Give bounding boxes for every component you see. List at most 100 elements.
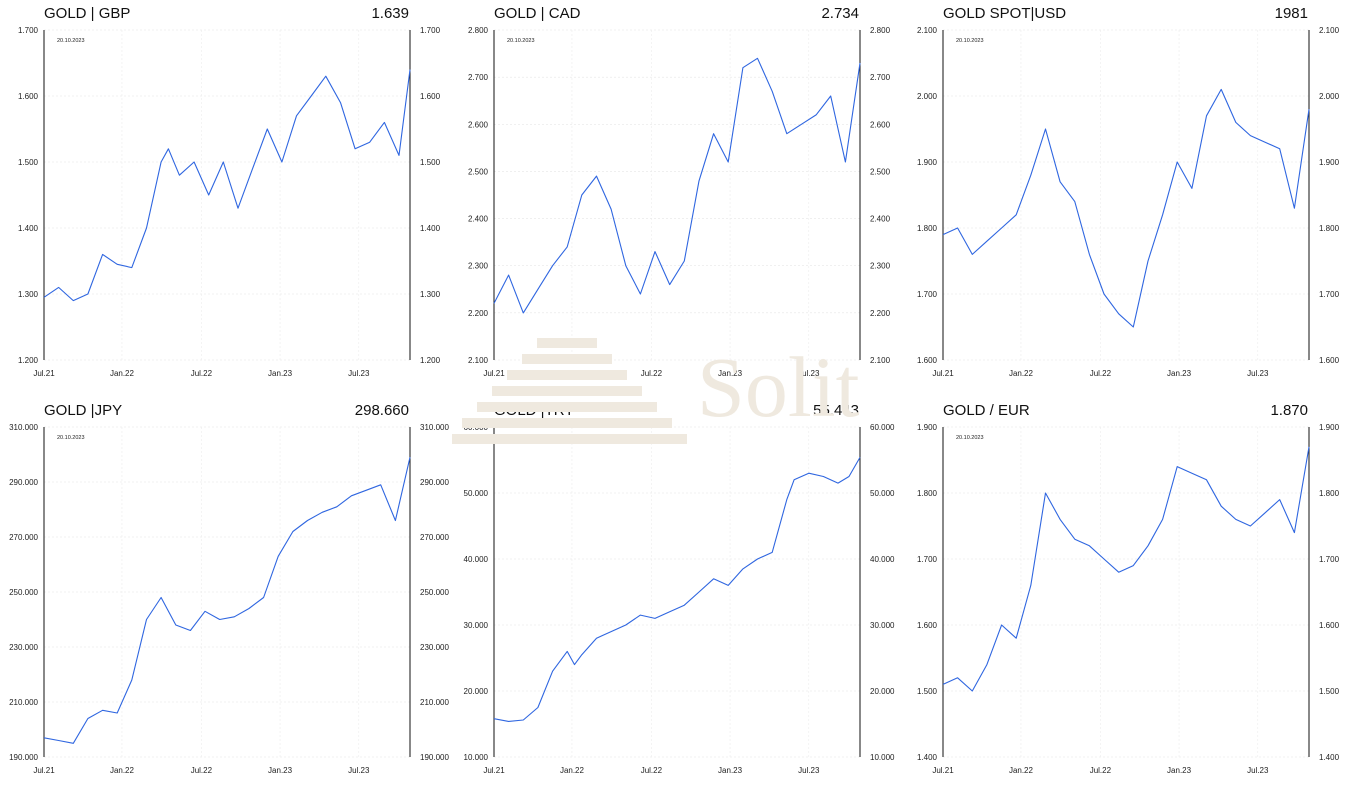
x-tick-label: Jul.21 bbox=[483, 369, 505, 378]
y-tick-label-left: 310.000 bbox=[9, 423, 38, 432]
date-stamp: 20.10.2023 bbox=[57, 435, 85, 441]
y-tick-label-left: 2.200 bbox=[468, 309, 489, 318]
y-tick-label-right: 1.700 bbox=[1319, 290, 1340, 299]
y-tick-label-left: 2.800 bbox=[468, 26, 489, 35]
y-tick-label-left: 20.000 bbox=[464, 687, 489, 696]
x-tick-label: Jan.22 bbox=[560, 766, 585, 775]
y-tick-label-right: 290.000 bbox=[420, 478, 449, 487]
y-tick-label-left: 1.300 bbox=[18, 290, 39, 299]
date-stamp: 20.10.2023 bbox=[507, 435, 535, 441]
y-tick-label-right: 210.000 bbox=[420, 698, 449, 707]
x-tick-label: Jul.21 bbox=[932, 766, 954, 775]
y-tick-label-right: 2.100 bbox=[870, 356, 891, 365]
y-tick-label-right: 250.000 bbox=[420, 588, 449, 597]
chart-panel: GOLD | CAD 2.734 2.100 2.100 2.200 2.200 2.300… bbox=[450, 0, 899, 392]
y-tick-label-left: 1.400 bbox=[18, 224, 39, 233]
y-tick-label-left: 1.600 bbox=[917, 621, 938, 630]
x-tick-label: Jul.23 bbox=[1247, 766, 1269, 775]
y-tick-label-right: 310.000 bbox=[420, 423, 449, 432]
y-tick-label-right: 2.800 bbox=[870, 26, 891, 35]
y-tick-label-right: 2.300 bbox=[870, 262, 891, 271]
y-tick-label-left: 2.000 bbox=[917, 92, 938, 101]
chart-svg: 2.100 2.100 2.200 2.200 2.300 2.300 2.400 2.400… bbox=[468, 26, 891, 378]
last-value: 1.639 bbox=[371, 5, 409, 22]
price-series-line bbox=[942, 446, 1310, 692]
y-tick-label-left: 1.700 bbox=[917, 290, 938, 299]
last-value: 298.660 bbox=[354, 402, 409, 419]
x-tick-label: Jul.21 bbox=[483, 766, 505, 775]
y-tick-label-right: 2.500 bbox=[870, 167, 891, 176]
x-tick-label: Jan.23 bbox=[718, 369, 743, 378]
y-tick-label-left: 2.600 bbox=[468, 120, 489, 129]
y-tick-label-left: 190.000 bbox=[9, 753, 38, 762]
y-tick-label-left: 1.500 bbox=[917, 687, 938, 696]
x-tick-label: Jul.22 bbox=[191, 369, 213, 378]
x-tick-label: Jan.22 bbox=[110, 369, 135, 378]
x-tick-label: Jan.22 bbox=[560, 369, 585, 378]
y-tick-label-left: 30.000 bbox=[464, 621, 489, 630]
chart-title: GOLD SPOT|USD bbox=[943, 5, 1067, 22]
y-tick-label-left: 210.000 bbox=[9, 698, 38, 707]
y-tick-label-right: 10.000 bbox=[870, 753, 895, 762]
y-tick-label-right: 1.200 bbox=[420, 356, 441, 365]
y-tick-label-left: 2.700 bbox=[468, 73, 489, 82]
x-tick-label: Jul.21 bbox=[932, 369, 954, 378]
y-tick-label-left: 2.300 bbox=[468, 262, 489, 271]
y-tick-label-right: 1.600 bbox=[1319, 621, 1340, 630]
x-tick-label: Jan.22 bbox=[1009, 369, 1034, 378]
y-tick-label-left: 1.200 bbox=[18, 356, 39, 365]
y-tick-label-right: 50.000 bbox=[870, 489, 895, 498]
chart-svg: 1.400 1.400 1.500 1.500 1.600 1.600 1.700 1.700… bbox=[917, 423, 1340, 775]
y-tick-label-right: 1.500 bbox=[1319, 687, 1340, 696]
y-tick-label-left: 1.700 bbox=[917, 555, 938, 564]
y-tick-label-right: 1.700 bbox=[1319, 555, 1340, 564]
y-tick-label-right: 60.000 bbox=[870, 423, 895, 432]
date-stamp: 20.10.2023 bbox=[507, 38, 535, 44]
last-value: 1981 bbox=[1274, 5, 1308, 22]
y-tick-label-right: 2.200 bbox=[870, 309, 891, 318]
y-tick-label-right: 1.600 bbox=[1319, 356, 1340, 365]
chart-panel: GOLD / EUR 1.870 1.400 1.400 1.500 1.500 1.600… bbox=[899, 397, 1348, 789]
y-tick-label-right: 2.100 bbox=[1319, 26, 1340, 35]
chart-title: GOLD | GBP bbox=[44, 5, 131, 22]
y-tick-label-right: 1.800 bbox=[1319, 224, 1340, 233]
price-series-line bbox=[43, 69, 411, 302]
chart-panel: GOLD |TRY 55.443 10.000 10.000 20.000 20.000 3… bbox=[450, 397, 899, 789]
chart-title: GOLD |JPY bbox=[44, 402, 123, 419]
y-tick-label-left: 1.900 bbox=[917, 423, 938, 432]
x-tick-label: Jul.23 bbox=[348, 766, 370, 775]
chart-panel: GOLD |JPY 298.660 190.000 190.000 210.000 210… bbox=[0, 397, 449, 789]
last-value: 2.734 bbox=[821, 5, 859, 22]
y-tick-label-right: 2.400 bbox=[870, 215, 891, 224]
y-tick-label-right: 2.700 bbox=[870, 73, 891, 82]
y-tick-label-right: 40.000 bbox=[870, 555, 895, 564]
chart-title: GOLD | CAD bbox=[494, 5, 581, 22]
y-tick-label-left: 10.000 bbox=[464, 753, 489, 762]
x-tick-label: Jul.21 bbox=[33, 766, 55, 775]
chart-svg: 10.000 10.000 20.000 20.000 30.000 30.000 40.0… bbox=[464, 423, 895, 775]
x-tick-label: Jul.22 bbox=[641, 369, 663, 378]
x-tick-label: Jul.23 bbox=[798, 369, 820, 378]
y-tick-label-left: 1.400 bbox=[917, 753, 938, 762]
price-series-line bbox=[493, 457, 861, 722]
x-tick-label: Jul.22 bbox=[1090, 766, 1112, 775]
y-tick-label-left: 290.000 bbox=[9, 478, 38, 487]
x-tick-label: Jul.23 bbox=[1247, 369, 1269, 378]
y-tick-label-left: 1.700 bbox=[18, 26, 39, 35]
x-tick-label: Jul.23 bbox=[348, 369, 370, 378]
y-tick-label-left: 1.500 bbox=[18, 158, 39, 167]
date-stamp: 20.10.2023 bbox=[57, 38, 85, 44]
chart-panel: GOLD SPOT|USD 1981 1.600 1.600 1.700 1.700 1.8… bbox=[899, 0, 1348, 392]
y-tick-label-right: 1.400 bbox=[420, 224, 441, 233]
y-tick-label-right: 2.600 bbox=[870, 120, 891, 129]
x-tick-label: Jul.22 bbox=[1090, 369, 1112, 378]
y-tick-label-left: 250.000 bbox=[9, 588, 38, 597]
y-tick-label-right: 1.700 bbox=[420, 26, 441, 35]
y-tick-label-right: 1.300 bbox=[420, 290, 441, 299]
chart-svg: 1.200 1.200 1.300 1.300 1.400 1.400 1.500 1.500… bbox=[18, 26, 441, 378]
y-tick-label-right: 20.000 bbox=[870, 687, 895, 696]
y-tick-label-right: 2.000 bbox=[1319, 92, 1340, 101]
x-tick-label: Jul.23 bbox=[798, 766, 820, 775]
chart-panel: GOLD | GBP 1.639 1.200 1.200 1.300 1.300 1.400… bbox=[0, 0, 449, 392]
x-tick-label: Jan.23 bbox=[1167, 369, 1192, 378]
